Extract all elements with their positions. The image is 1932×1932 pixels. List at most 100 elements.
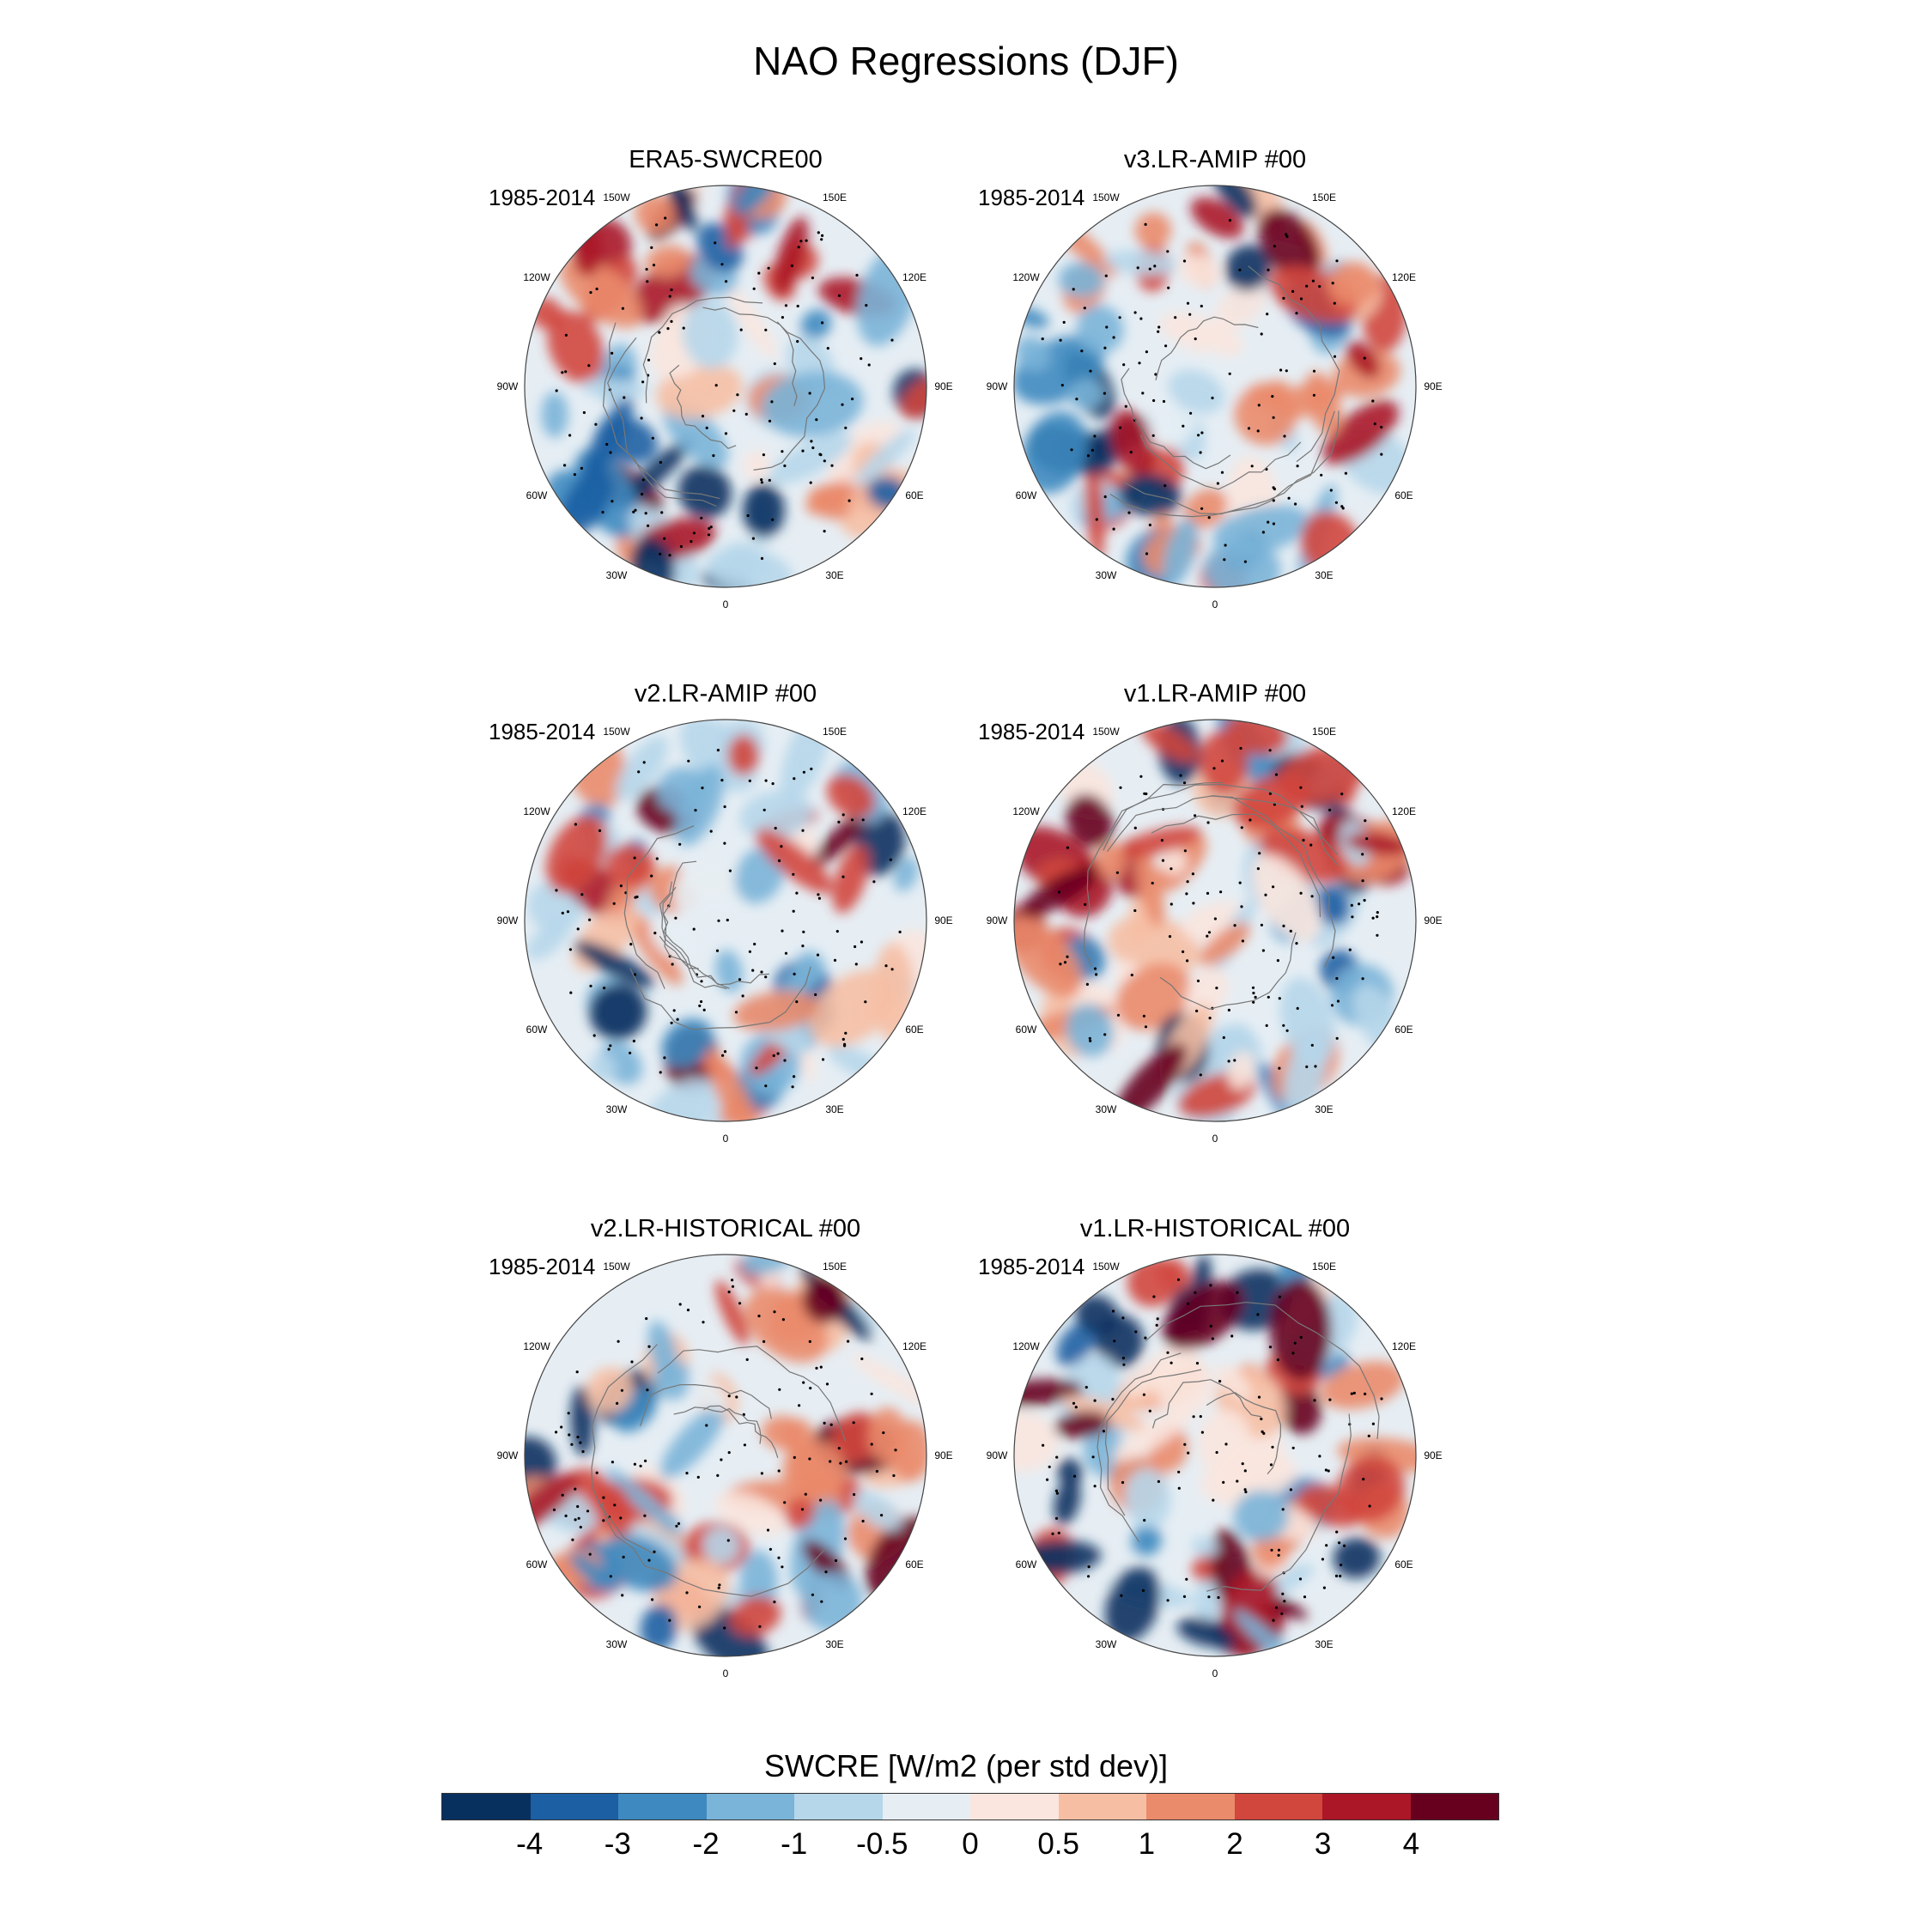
colorbar-swatch (442, 1794, 531, 1820)
longitude-label: 0 (1212, 1668, 1218, 1680)
coastline (1104, 1369, 1202, 1516)
longitude-label: 30W (606, 1638, 628, 1650)
longitude-label: 60E (905, 1024, 923, 1036)
longitude-label: 180 (1206, 172, 1224, 174)
longitude-label: 90E (1424, 914, 1442, 927)
longitude-label: 180 (717, 706, 734, 708)
longitude-label: 150E (823, 726, 847, 738)
longitude-label: 30E (1315, 569, 1333, 581)
map-panel: v3.LR-AMIP #00 1985-2014 180 150E 120E 90E 6… (957, 146, 1473, 627)
longitude-label: 150E (823, 1261, 847, 1273)
colorbar-tick-label: -3 (604, 1827, 631, 1861)
longitude-label: 90E (1424, 380, 1442, 392)
longitude-label: 60E (1394, 1558, 1413, 1571)
longitude-label: 120E (1392, 1340, 1416, 1352)
longitude-label: 90E (934, 380, 952, 392)
longitude-label: 90E (1424, 1449, 1442, 1461)
polar-map: 180 150E 120E 90E 60E 30E 0 30W 60W 90W 120W 150W (987, 172, 1443, 611)
coastline (623, 825, 695, 989)
longitude-label: 60W (1016, 489, 1037, 501)
coastline (1206, 1392, 1282, 1474)
coastline (602, 322, 717, 507)
coastline (673, 1406, 762, 1444)
longitude-label: 120W (1012, 805, 1040, 817)
longitude-label: 0 (1212, 1133, 1218, 1145)
coastline (601, 1502, 826, 1597)
panel-period: 1985-2014 (978, 185, 1085, 210)
longitude-label: 60W (1016, 1024, 1037, 1036)
longitude-label: 150E (1312, 1261, 1336, 1273)
longitude-label: 150W (1092, 1261, 1120, 1273)
colorbar-title: SWCRE [W/m2 (per std dev)] (763, 1748, 1169, 1783)
colorbar-tick-label: 1 (1138, 1827, 1156, 1861)
coastline (629, 966, 811, 1030)
longitude-label: 150E (1312, 726, 1336, 738)
colorbar-swatch (1322, 1794, 1411, 1820)
colorbar-tick-label: -0.5 (856, 1827, 908, 1861)
longitude-label: 90W (987, 914, 1008, 927)
coastline (669, 364, 737, 449)
swcre-field (1014, 1255, 1416, 1656)
colorbar-tick-label: 0 (962, 1827, 979, 1861)
panel-period: 1985-2014 (489, 185, 596, 210)
longitude-label: 120W (523, 271, 550, 283)
coastline (1210, 795, 1336, 968)
longitude-label: 60E (905, 1558, 923, 1571)
longitude-label: 120E (902, 805, 927, 817)
longitude-label: 60E (1394, 1024, 1413, 1036)
coastline (1248, 265, 1340, 463)
coastline (662, 860, 699, 969)
colorbar-swatch (706, 1794, 794, 1820)
coastline (1097, 1352, 1182, 1543)
longitude-label: 90E (934, 914, 952, 927)
map-panel: v1.LR-HISTORICAL #00 1985-2014 180 150E 12… (957, 1215, 1473, 1696)
longitude-label: 0 (1212, 598, 1218, 611)
panel-title: v3.LR-AMIP #00 (1123, 146, 1307, 173)
panel-title: v1.LR-AMIP #00 (1123, 680, 1307, 708)
coastline (753, 321, 826, 471)
swcre-field (1014, 720, 1416, 1121)
map-panel: ERA5-SWCRE00 1985-2014 180 150E 120E 90E 60E… (468, 146, 983, 627)
longitude-label: 30W (1096, 569, 1117, 581)
longitude-label: 30W (1096, 1103, 1117, 1115)
polar-map: 180 150E 120E 90E 60E 30E 0 30W 60W 90W 120W 150W (497, 172, 953, 611)
colorbar-swatch (1146, 1794, 1235, 1820)
colorbar-swatch (618, 1794, 707, 1820)
longitude-label: 180 (717, 1241, 734, 1243)
coastline (1206, 1413, 1352, 1592)
polar-map: 180 150E 120E 90E 60E 30E 0 30W 60W 90W 120W 150W (987, 1241, 1443, 1680)
map-panel: v1.LR-AMIP #00 1985-2014 180 150E 120E 90E 6… (957, 680, 1473, 1161)
longitude-label: 90E (934, 1449, 952, 1461)
colorbar (441, 1793, 1499, 1820)
longitude-label: 90W (987, 1449, 1008, 1461)
longitude-label: 30E (825, 1103, 843, 1115)
longitude-label: 180 (717, 172, 734, 174)
panel-period: 1985-2014 (489, 719, 596, 744)
coastline (1159, 932, 1297, 1010)
longitude-label: 120W (1012, 1340, 1040, 1352)
swcre-field (525, 720, 927, 1121)
colorbar-tick-label: 3 (1314, 1827, 1332, 1861)
coastline (1109, 410, 1335, 518)
colorbar-tick-label: -1 (781, 1827, 808, 1861)
swcre-field (525, 185, 927, 587)
coastline (640, 1383, 772, 1426)
polar-map: 180 150E 120E 90E 60E 30E 0 30W 60W 90W 120W 150W (497, 1241, 953, 1680)
longitude-label: 60E (905, 489, 923, 501)
coastline (1139, 434, 1302, 490)
longitude-label: 30W (606, 1103, 628, 1115)
map-boundary (1013, 1254, 1417, 1657)
colorbar-tick-label: 0.5 (1037, 1827, 1079, 1861)
longitude-label: 30W (606, 569, 628, 581)
longitude-label: 120E (1392, 271, 1416, 283)
longitude-label: 30E (1315, 1103, 1333, 1115)
longitude-label: 30E (825, 1638, 843, 1650)
coastline (657, 1346, 847, 1442)
panel-period: 1985-2014 (978, 1254, 1085, 1279)
map-boundary (1013, 185, 1417, 588)
colorbar-tick-label: -2 (692, 1827, 720, 1861)
colorbar-ticks: -4 -3 -2 -1 -0.5 0 0.5 1 2 3 4 (0, 1827, 1932, 1870)
polar-map: 180 150E 120E 90E 60E 30E 0 30W 60W 90W 120W 150W (497, 706, 953, 1145)
longitude-label: 150W (603, 726, 630, 738)
longitude-label: 60W (526, 489, 548, 501)
